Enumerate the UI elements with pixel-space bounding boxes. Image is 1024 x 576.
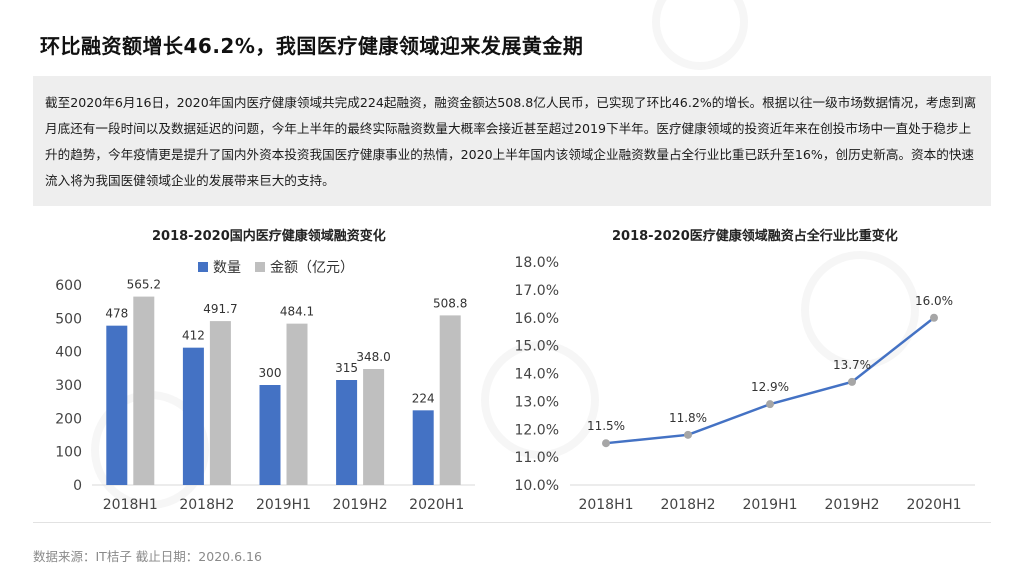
bar-value-label: 315 xyxy=(335,361,358,375)
legend-label: 金额（亿元） xyxy=(270,260,354,276)
y-tick-label: 17.0% xyxy=(515,283,559,299)
x-tick-label: 2020H1 xyxy=(409,497,464,513)
bar-count xyxy=(106,325,128,485)
x-tick-label: 2020H1 xyxy=(906,497,961,513)
y-tick-label: 500 xyxy=(55,311,82,327)
bar-count xyxy=(182,347,204,485)
y-tick-label: 600 xyxy=(55,278,82,294)
x-tick-label: 2019H2 xyxy=(824,497,879,513)
x-tick-label: 2018H1 xyxy=(578,497,633,513)
bar-amount xyxy=(209,321,231,485)
bar-amount xyxy=(286,323,308,485)
y-tick-label: 11.0% xyxy=(515,450,559,466)
y-tick-label: 300 xyxy=(55,378,82,394)
legend-label: 数量 xyxy=(213,260,241,276)
bar-value-label: 491.7 xyxy=(203,302,237,316)
summary-text: 截至2020年6月16日，2020年国内医疗健康领域共完成224起融资，融资金额… xyxy=(33,76,991,206)
y-tick-label: 12.0% xyxy=(515,422,559,438)
bar-value-label: 478 xyxy=(105,307,128,321)
bar-value-label: 224 xyxy=(412,391,435,405)
y-tick-label: 200 xyxy=(55,411,82,427)
bar-value-label: 348.0 xyxy=(356,350,390,364)
bar-amount xyxy=(439,315,461,485)
x-tick-label: 2019H2 xyxy=(333,497,388,513)
legend-swatch xyxy=(198,262,208,272)
data-source: 数据来源：IT桔子 截止日期：2020.6.16 xyxy=(33,549,262,564)
page-title: 环比融资额增长46.2%，我国医疗健康领域迎来发展黄金期 xyxy=(40,34,584,58)
y-tick-label: 100 xyxy=(55,445,82,461)
x-tick-label: 2019H1 xyxy=(256,497,311,513)
bar-chart: 0 100 200 300 400 500 600 478 565.2 2018H1 412 491.… xyxy=(55,260,475,513)
bar-value-label: 484.1 xyxy=(280,305,314,319)
footer-divider xyxy=(33,522,991,523)
bar-count xyxy=(412,410,434,485)
y-tick-label: 400 xyxy=(55,345,82,361)
point-value-label: 12.9% xyxy=(751,380,789,394)
data-point xyxy=(684,430,692,439)
data-point xyxy=(930,313,938,322)
y-tick-label: 15.0% xyxy=(515,339,559,355)
y-tick-label: 18.0% xyxy=(515,255,559,271)
data-point xyxy=(602,439,610,448)
data-point xyxy=(848,377,856,386)
bar-value-label: 412 xyxy=(182,329,205,343)
x-tick-label: 2018H2 xyxy=(660,497,715,513)
bar-chart-title: 2018-2020国内医疗健康领域融资变化 xyxy=(152,229,386,244)
y-tick-label: 14.0% xyxy=(515,367,559,383)
bar-value-label: 565.2 xyxy=(127,278,161,292)
x-tick-label: 2019H1 xyxy=(742,497,797,513)
x-tick-label: 2018H2 xyxy=(179,497,234,513)
point-value-label: 11.8% xyxy=(669,411,707,425)
line-chart: 10.0% 11.0% 12.0% 13.0% 14.0% 15.0% 16.0% 17.0%… xyxy=(515,255,975,513)
y-tick-label: 10.0% xyxy=(515,478,559,494)
y-tick-label: 0 xyxy=(73,478,82,494)
bar-amount xyxy=(363,369,385,485)
x-tick-label: 2018H1 xyxy=(103,497,158,513)
point-value-label: 11.5% xyxy=(587,419,625,433)
y-tick-label: 13.0% xyxy=(515,394,559,410)
point-value-label: 13.7% xyxy=(833,358,871,372)
bar-count xyxy=(336,380,358,485)
point-value-label: 16.0% xyxy=(915,294,953,308)
line-chart-title: 2018-2020医疗健康领域融资占全行业比重变化 xyxy=(612,229,898,244)
legend-swatch xyxy=(255,262,265,272)
data-point xyxy=(766,400,774,409)
bar-value-label: 508.8 xyxy=(433,296,467,310)
y-tick-label: 16.0% xyxy=(515,311,559,327)
bar-amount xyxy=(133,296,155,485)
bar-value-label: 300 xyxy=(259,366,282,380)
bar-count xyxy=(259,385,281,485)
